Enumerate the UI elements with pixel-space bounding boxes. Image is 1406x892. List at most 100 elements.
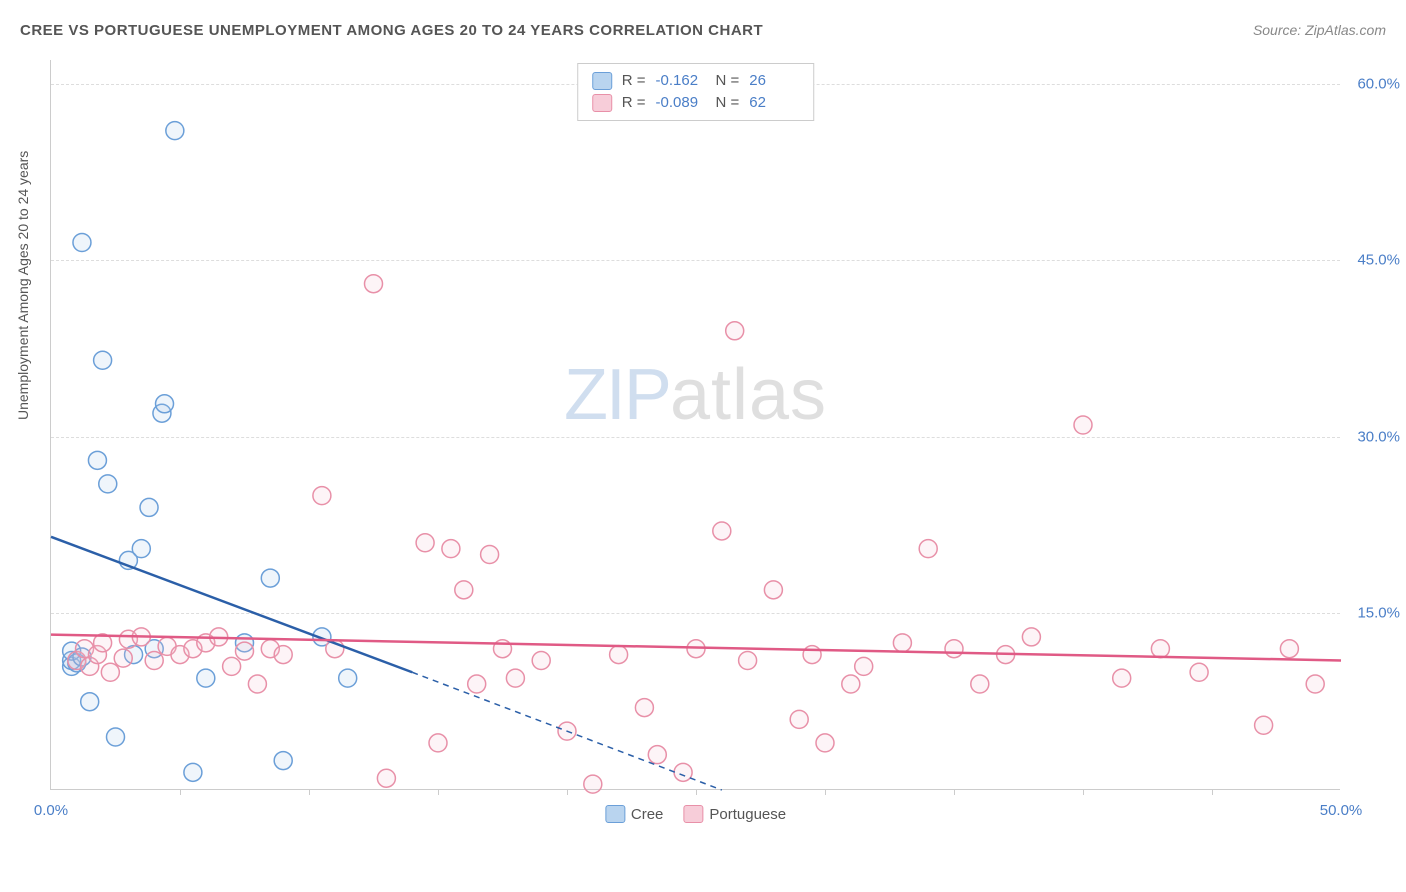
data-point (919, 540, 937, 558)
x-tick-mark (1212, 789, 1213, 795)
data-point (145, 651, 163, 669)
legend-label: Cree (631, 806, 664, 823)
y-tick-label: 60.0% (1345, 75, 1400, 92)
legend-swatch (605, 805, 625, 823)
data-point (261, 569, 279, 587)
legend-item: Cree (605, 805, 664, 823)
data-point (442, 540, 460, 558)
data-point (416, 534, 434, 552)
data-point (1074, 416, 1092, 434)
x-tick-mark (567, 789, 568, 795)
r-label: R = (622, 70, 646, 92)
data-point (1255, 716, 1273, 734)
data-point (107, 728, 125, 746)
data-point (156, 395, 174, 413)
legend-row: R = -0.162 N = 26 (592, 70, 800, 92)
data-point (114, 649, 132, 667)
plot-area: ZIPatlas 15.0%30.0%45.0%60.0% 0.0%50.0% … (50, 60, 1340, 790)
data-point (468, 675, 486, 693)
data-point (81, 693, 99, 711)
x-tick-mark (1083, 789, 1084, 795)
x-tick-mark (825, 789, 826, 795)
n-value: 26 (749, 70, 799, 92)
data-point (140, 498, 158, 516)
data-point (1280, 640, 1298, 658)
data-point (1113, 669, 1131, 687)
data-point (377, 769, 395, 787)
n-label: N = (716, 92, 740, 114)
scatter-svg (51, 60, 1340, 789)
data-point (365, 275, 383, 293)
data-point (236, 642, 254, 660)
data-point (73, 234, 91, 252)
source-prefix: Source: (1253, 22, 1305, 38)
data-point (248, 675, 266, 693)
data-point (94, 351, 112, 369)
data-point (223, 657, 241, 675)
data-point (584, 775, 602, 793)
data-point (764, 581, 782, 599)
data-point (429, 734, 447, 752)
data-point (1022, 628, 1040, 646)
data-point (101, 663, 119, 681)
x-tick-mark (954, 789, 955, 795)
data-point (713, 522, 731, 540)
legend-label: Portuguese (709, 806, 786, 823)
y-tick-label: 30.0% (1345, 428, 1400, 445)
r-value: -0.162 (656, 70, 706, 92)
data-point (274, 646, 292, 664)
data-point (532, 651, 550, 669)
legend-swatch (592, 72, 612, 90)
data-point (1190, 663, 1208, 681)
data-point (803, 646, 821, 664)
data-point (455, 581, 473, 599)
data-point (726, 322, 744, 340)
x-tick-label: 0.0% (34, 802, 68, 819)
data-point (1151, 640, 1169, 658)
y-axis-label: Unemployment Among Ages 20 to 24 years (15, 151, 31, 420)
data-point (339, 669, 357, 687)
legend-row: R = -0.089 N = 62 (592, 92, 800, 114)
x-tick-label: 50.0% (1320, 802, 1363, 819)
data-point (648, 746, 666, 764)
data-point (790, 710, 808, 728)
data-point (893, 634, 911, 652)
data-point (99, 475, 117, 493)
data-point (971, 675, 989, 693)
data-point (816, 734, 834, 752)
data-point (739, 651, 757, 669)
data-point (945, 640, 963, 658)
data-point (635, 699, 653, 717)
data-point (1306, 675, 1324, 693)
y-tick-label: 15.0% (1345, 605, 1400, 622)
legend-swatch (592, 94, 612, 112)
data-point (88, 451, 106, 469)
data-point (313, 487, 331, 505)
legend-item: Portuguese (683, 805, 786, 823)
source-name: ZipAtlas.com (1305, 22, 1386, 38)
series-legend: Cree Portuguese (605, 805, 786, 823)
chart-title: CREE VS PORTUGUESE UNEMPLOYMENT AMONG AG… (20, 22, 763, 39)
n-value: 62 (749, 92, 799, 114)
data-point (506, 669, 524, 687)
correlation-legend: R = -0.162 N = 26 R = -0.089 N = 62 (577, 63, 815, 121)
data-point (274, 752, 292, 770)
data-point (481, 546, 499, 564)
data-point (184, 763, 202, 781)
y-tick-label: 45.0% (1345, 252, 1400, 269)
x-tick-mark (696, 789, 697, 795)
r-label: R = (622, 92, 646, 114)
data-point (166, 122, 184, 140)
source-attribution: Source: ZipAtlas.com (1253, 22, 1386, 38)
x-tick-mark (438, 789, 439, 795)
data-point (132, 540, 150, 558)
data-point (842, 675, 860, 693)
data-point (855, 657, 873, 675)
data-point (610, 646, 628, 664)
legend-swatch (683, 805, 703, 823)
x-tick-mark (309, 789, 310, 795)
r-value: -0.089 (656, 92, 706, 114)
n-label: N = (716, 70, 740, 92)
data-point (674, 763, 692, 781)
data-point (197, 669, 215, 687)
